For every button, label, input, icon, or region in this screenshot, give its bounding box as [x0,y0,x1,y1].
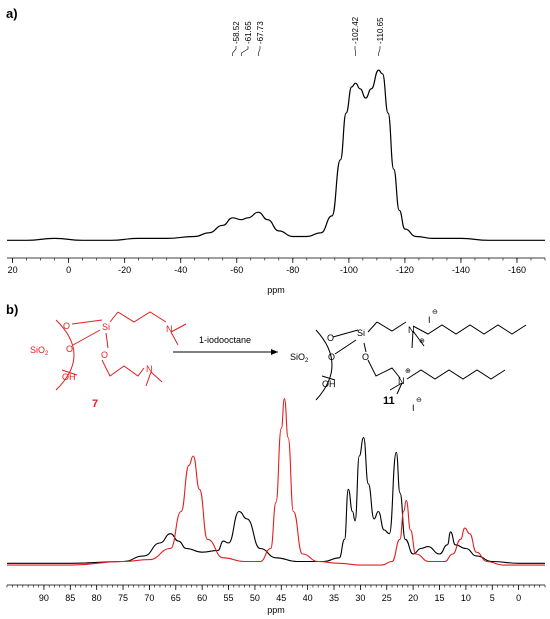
minus-charge-11a: ⊖ [432,309,438,316]
peak-label: -61.65 [244,21,253,44]
panel-b-tick-label: 50 [250,593,260,603]
panel-b-tick-label: 55 [224,593,234,603]
panel-a-tick-label: 0 [66,265,71,275]
panel-b-tick-label: 35 [329,593,339,603]
panel-b-spectrum-black [7,436,545,564]
o-label-11b: O [328,352,335,362]
o-label-7c: O [101,350,108,360]
o-label-7a: O [63,321,70,331]
peak-label: -102.42 [351,16,360,44]
panel-a-spectrum-line [7,69,545,241]
compound-7-structure [55,311,187,391]
si-label-7: Si [102,322,110,332]
panel-a-tick-label: -140 [452,265,470,275]
panel-b-tick-label: 90 [39,593,49,603]
panel-a-tick-label: -160 [508,265,526,275]
compound-7-labels: O O Si O N N SiO2 OH 7 [30,321,173,410]
silica-label-7: SiO2 [30,345,49,357]
compound-11-number: 11 [383,395,395,407]
oh-label-7: OH [62,372,76,382]
reagent-label: 1-iodooctane [199,335,251,345]
panel-a-tick-label: 20 [8,265,18,275]
panel-a-peak-labels: -58.52 -61.65 -67.73 -102.42 -110.65 [232,16,385,56]
panel-b-spectrum-red [7,398,545,566]
panel-a-tick-label: -120 [396,265,414,275]
reaction-arrow-head [271,349,278,355]
panel-b-tick-label: 25 [382,593,392,603]
n-label-7a: N [166,324,173,334]
panel-a-label: a) [6,6,18,21]
panel-a-tick-label: -80 [286,265,299,275]
oh-label-11: OH [322,379,336,389]
panel-b-tick-label: 85 [65,593,75,603]
panel-b-tick-label: 60 [197,593,207,603]
panel-b-tick-label: 15 [435,593,445,603]
panel-b-tick-label: 75 [118,593,128,603]
peak-leader-line [232,46,237,56]
peak-label: -67.73 [256,21,265,44]
silica-surface-arc-11 [315,329,333,401]
n-label-7b: N [146,364,153,374]
silica-label-11: SiO2 [290,352,309,364]
panel-b-tick-label: 70 [144,593,154,603]
panel-b-tick-label: 80 [92,593,102,603]
panel-a-xlabel: ppm [267,285,285,295]
o-label-11a: O [327,333,334,343]
si-label-11: Si [357,328,365,338]
panel-a-tick-label: -40 [174,265,187,275]
panel-a-tick-label: -100 [340,265,358,275]
panel-b-tick-label: 40 [303,593,313,603]
compound-11-labels: O O Si O N ⊕ N ⊕ I ⊖ I ⊖ SiO2 OH 11 [290,309,438,413]
n-label-11a: N [408,325,415,335]
panel-b-tick-label: 65 [171,593,181,603]
plus-charge-11b: ⊕ [405,368,411,375]
peak-label: -58.52 [232,21,241,44]
iodide-label-11a: I [428,315,431,325]
compound-7-number: 7 [92,398,98,410]
peak-leader-line [241,46,249,56]
panel-b-tick-label: 5 [490,593,495,603]
peak-leader-line [354,46,356,56]
silica-surface-arc-7 [55,319,75,391]
panel-b-label: b) [6,302,18,317]
peak-leader-line [258,46,261,56]
n-label-11b: N [398,376,405,386]
peak-label: -110.65 [376,17,385,44]
o-label-11c: O [362,352,369,362]
panel-b-ticks: 90 85 80 75 70 65 60 55 50 45 40 35 30 25 20 15 10 5 0 [6,585,546,603]
o-label-7b: O [66,344,73,354]
panel-a-tick-label: -60 [230,265,243,275]
panel-b-tick-label: 10 [461,593,471,603]
iodide-label-11b: I [412,403,415,413]
panel-b-xlabel: ppm [267,605,285,615]
plus-charge-11a: ⊕ [419,338,425,345]
panel-b-tick-label: 45 [276,593,286,603]
compound-11-structure [315,321,527,401]
panel-b-tick-label: 20 [408,593,418,603]
peak-leader-line [378,46,381,56]
panel-a-ticks: 20 0 -20 -40 -60 -80 -100 -120 -140 -160 [8,258,546,275]
panel-b-tick-label: 30 [355,593,365,603]
minus-charge-11b: ⊖ [416,397,422,404]
panel-a-tick-label: -20 [118,265,131,275]
panel-b-tick-label: 0 [516,593,521,603]
